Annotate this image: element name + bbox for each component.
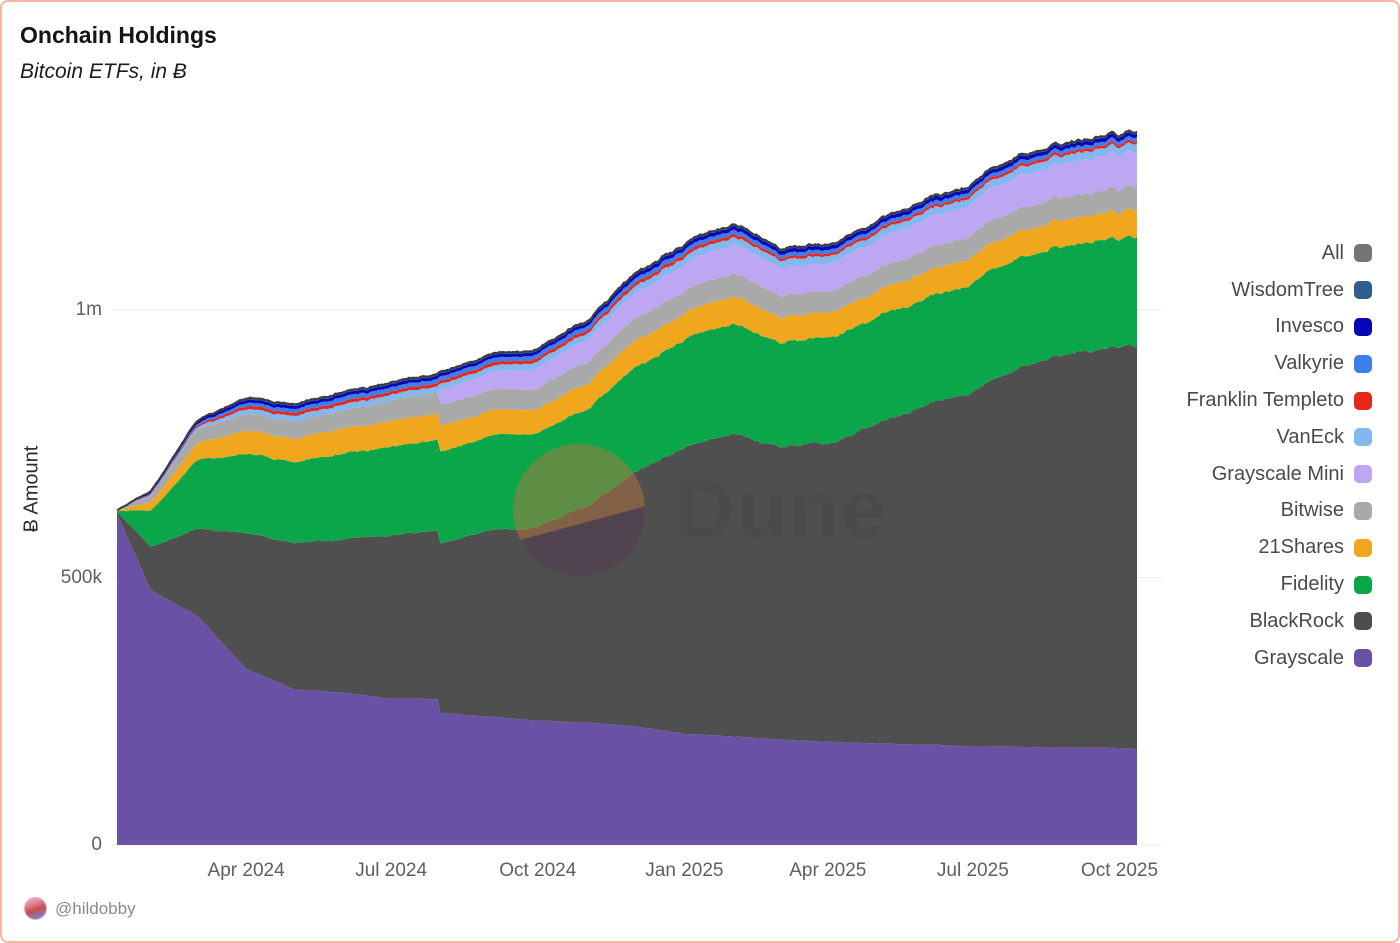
legend-label: BlackRock xyxy=(1250,610,1344,633)
chart-legend: All WisdomTree Invesco Valkyrie Franklin Tem… xyxy=(1187,235,1372,677)
legend-item-grayscale-mini[interactable]: Grayscale Mini xyxy=(1187,456,1372,493)
legend-item-21shares[interactable]: 21Shares xyxy=(1187,529,1372,566)
legend-label: Fidelity xyxy=(1281,573,1344,596)
grayscale-swatch-icon xyxy=(1354,649,1372,667)
franklin-templeto-swatch-icon xyxy=(1354,392,1372,410)
legend-label: Bitwise xyxy=(1281,499,1344,522)
legend-label: Grayscale Mini xyxy=(1212,463,1344,486)
legend-label: Valkyrie xyxy=(1274,352,1344,375)
legend-label: WisdomTree xyxy=(1231,279,1344,302)
legend-item-invesco[interactable]: Invesco xyxy=(1187,309,1372,346)
dune-chart-card: Onchain Holdings Bitcoin ETFs, in Ƀ Ƀ Am… xyxy=(0,0,1400,943)
legend-label: Invesco xyxy=(1275,315,1344,338)
vaneck-swatch-icon xyxy=(1354,428,1372,446)
legend-item-vaneck[interactable]: VanEck xyxy=(1187,419,1372,456)
legend-item-valkyrie[interactable]: Valkyrie xyxy=(1187,345,1372,382)
legend-label: Franklin Templeto xyxy=(1187,389,1344,412)
legend-label: 21Shares xyxy=(1258,536,1344,559)
legend-item-grayscale[interactable]: Grayscale xyxy=(1187,640,1372,677)
legend-label: Grayscale xyxy=(1254,647,1344,670)
legend-label: VanEck xyxy=(1277,426,1344,449)
legend-item-wisdomtree[interactable]: WisdomTree xyxy=(1187,272,1372,309)
grayscale-mini-swatch-icon xyxy=(1354,465,1372,483)
blackrock-swatch-icon xyxy=(1354,612,1372,630)
legend-item-fidelity[interactable]: Fidelity xyxy=(1187,566,1372,603)
fidelity-swatch-icon xyxy=(1354,576,1372,594)
bitwise-swatch-icon xyxy=(1354,502,1372,520)
author-footer: @hildobby xyxy=(24,897,136,920)
21shares-swatch-icon xyxy=(1354,539,1372,557)
invesco-swatch-icon xyxy=(1354,318,1372,336)
legend-label: All xyxy=(1322,242,1344,265)
author-handle[interactable]: @hildobby xyxy=(55,899,136,919)
legend-item-all[interactable]: All xyxy=(1187,235,1372,272)
all-swatch-icon xyxy=(1354,244,1372,262)
legend-item-bitwise[interactable]: Bitwise xyxy=(1187,493,1372,530)
valkyrie-swatch-icon xyxy=(1354,355,1372,373)
wisdomtree-swatch-icon xyxy=(1354,281,1372,299)
author-avatar xyxy=(24,897,47,920)
legend-item-franklin-templeto[interactable]: Franklin Templeto xyxy=(1187,382,1372,419)
legend-item-blackrock[interactable]: BlackRock xyxy=(1187,603,1372,640)
